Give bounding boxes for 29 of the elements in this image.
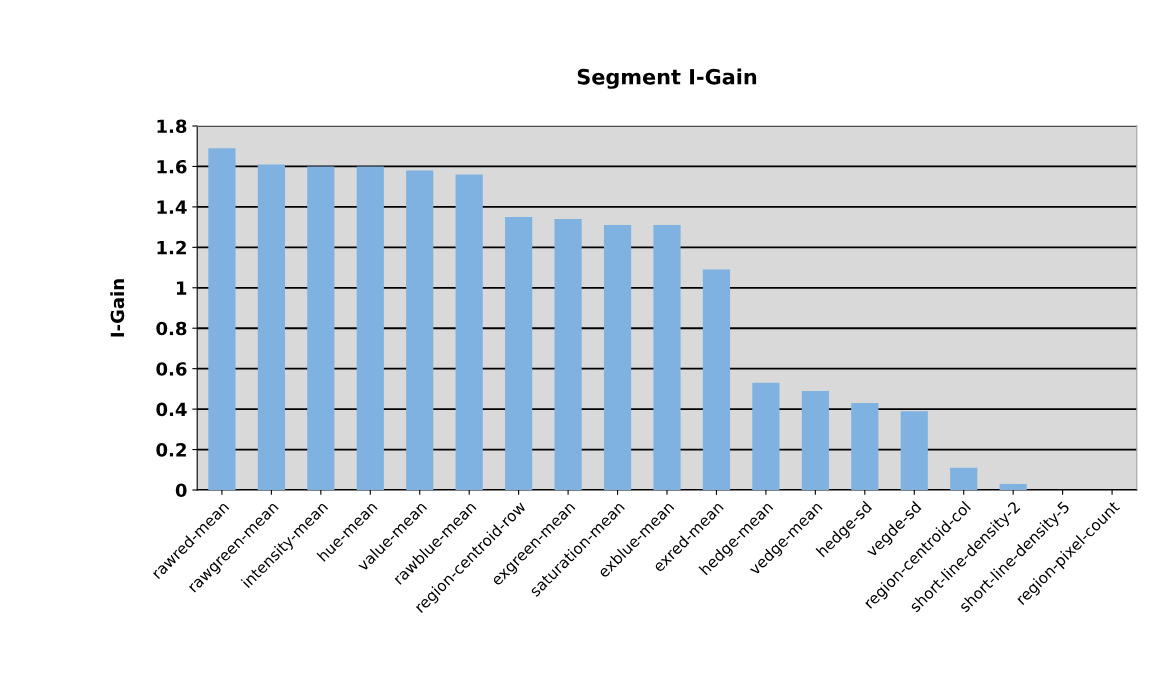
y-axis-title: I-Gain (110, 279, 125, 337)
bar (851, 403, 879, 490)
y-tick-label: 0 (175, 483, 187, 498)
bar (603, 225, 632, 490)
bar (801, 390, 829, 490)
bar (455, 174, 483, 490)
y-tick-label: 1.8 (157, 119, 187, 134)
bar (356, 166, 384, 490)
y-tick-label: 1.2 (157, 240, 186, 255)
chart-title: Segment I-Gain (577, 68, 757, 89)
y-tick-label: 0.2 (156, 443, 186, 457)
y-tick-label: 1.4 (157, 200, 187, 214)
y-tick-label: 0.8 (156, 321, 187, 336)
bar (950, 467, 978, 490)
bar (702, 269, 731, 490)
bar (999, 483, 1027, 490)
bar (554, 219, 582, 490)
bar (900, 411, 928, 490)
bar (406, 170, 434, 490)
bar (505, 217, 533, 490)
y-tick-label: 0.4 (156, 402, 187, 417)
y-tick-label: 0.6 (156, 362, 187, 376)
bar (752, 382, 780, 490)
bar (307, 166, 335, 490)
y-tick-label: 1.6 (157, 159, 187, 174)
bar (653, 225, 681, 490)
bar (208, 148, 236, 490)
bar (257, 164, 285, 490)
y-tick-label: 1 (176, 281, 187, 295)
